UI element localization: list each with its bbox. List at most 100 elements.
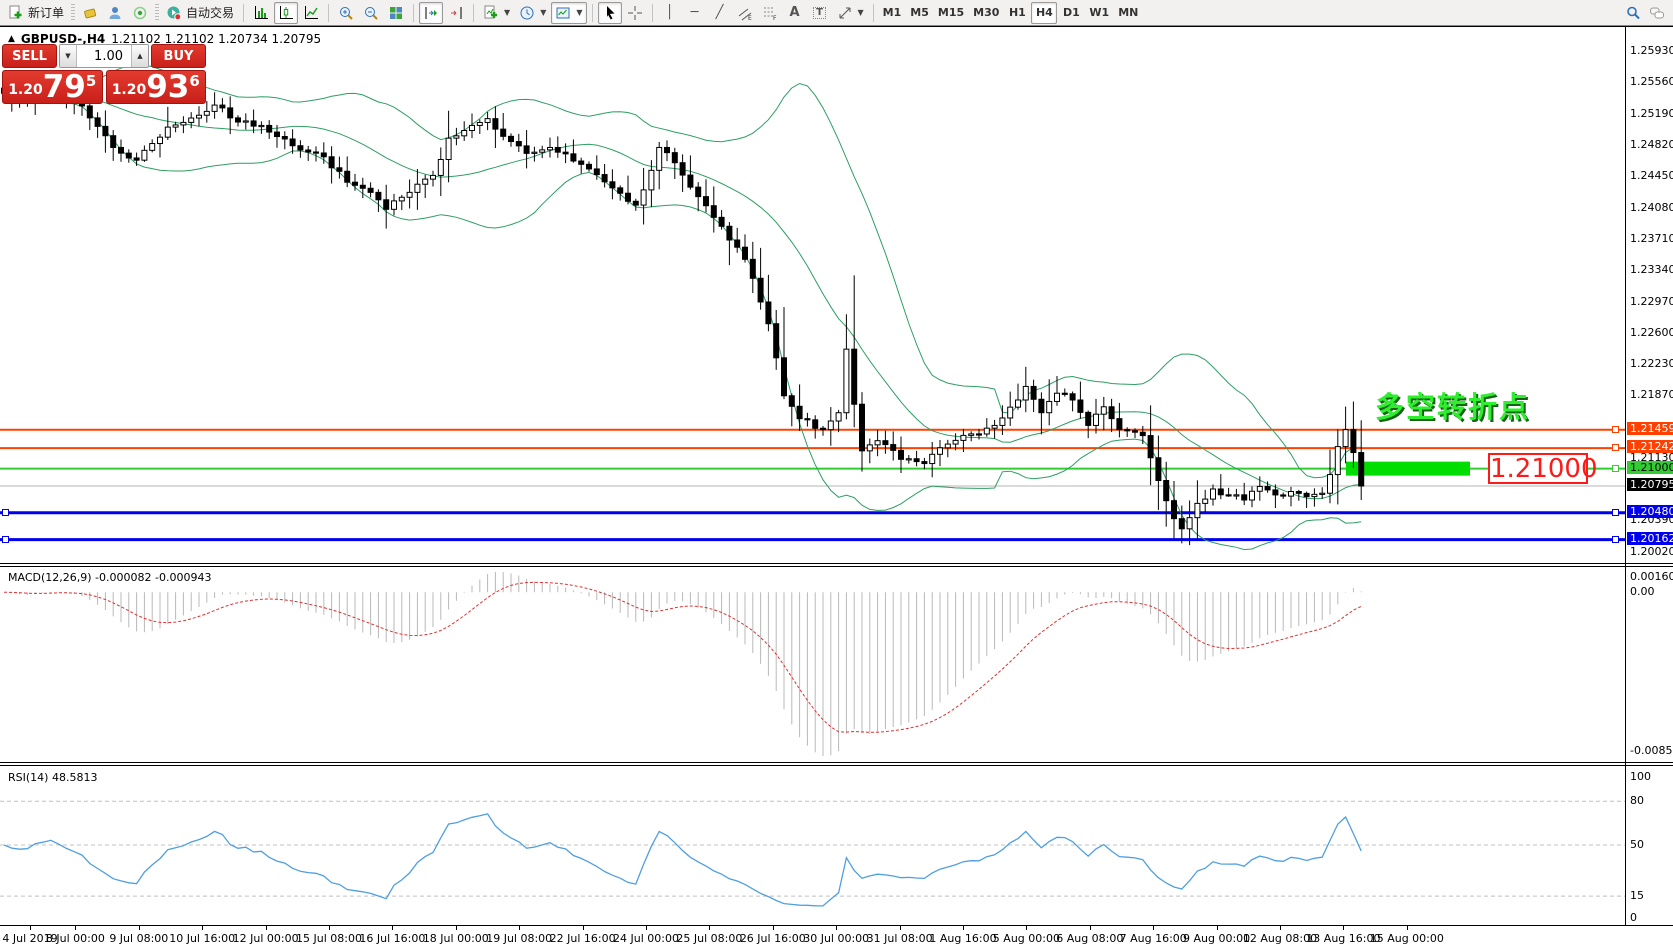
timeframe-button-H4[interactable]: H4 xyxy=(1031,1,1058,24)
bar-chart-icon xyxy=(255,5,269,19)
line-handle[interactable] xyxy=(1612,444,1619,452)
pane-separator[interactable] xyxy=(0,762,1673,763)
price-tick: 1.21870 xyxy=(1630,387,1673,401)
timeframe-bar: M1 M5 M15 M30 H1 H4 D1 W1 MN xyxy=(879,1,1143,24)
price-tick: 1.22970 xyxy=(1630,294,1673,308)
price-line-label: 1.20162 xyxy=(1627,531,1673,545)
new-order-button[interactable]: 新订单 xyxy=(4,2,68,24)
chart-autoscroll-button[interactable] xyxy=(419,1,444,24)
line-handle[interactable] xyxy=(2,508,9,516)
chart-ohlc: 1.21102 1.21102 1.20734 1.20795 xyxy=(111,32,322,46)
line-chart-button[interactable] xyxy=(299,2,323,24)
timeframe-button-W1[interactable]: W1 xyxy=(1089,6,1110,19)
templates-button[interactable]: ▼ xyxy=(551,1,587,24)
zoom-out-button[interactable] xyxy=(359,2,383,24)
price-callout-box[interactable]: 1.21000 xyxy=(1488,452,1598,484)
chart-title-row: ▲ GBPUSD-,H4 1.21102 1.21102 1.20734 1.2… xyxy=(8,32,321,46)
time-axis-tick xyxy=(1153,926,1155,930)
line-handle[interactable] xyxy=(1612,508,1619,516)
buy-button[interactable]: BUY xyxy=(151,44,206,68)
time-axis-label: 9 Aug 00:00 xyxy=(1183,932,1251,945)
candlestick-chart-button[interactable] xyxy=(274,1,299,24)
pane-separator[interactable] xyxy=(0,563,1673,564)
profile-button[interactable] xyxy=(78,2,102,24)
vertical-line-tool-button[interactable]: │ xyxy=(658,2,682,24)
fibonacci-icon: F xyxy=(763,7,777,21)
time-axis-label: 8 Jul 00:00 xyxy=(45,932,105,945)
volume-decrease-button[interactable]: ▼ xyxy=(60,45,77,67)
timeframe-button-H1[interactable]: H1 xyxy=(1008,6,1026,19)
sell-button[interactable]: SELL xyxy=(2,44,57,68)
bar-chart-button[interactable] xyxy=(249,2,273,24)
indicators-button[interactable]: ▼ xyxy=(479,2,514,24)
buy-price-panel[interactable]: 1.20 93 6 xyxy=(105,70,206,104)
turning-point-annotation[interactable]: 多空转折点 xyxy=(1375,389,1531,424)
search-button[interactable] xyxy=(1621,2,1645,24)
time-axis-label: 24 Jul 00:00 xyxy=(613,932,679,945)
time-axis-tick xyxy=(1089,926,1091,930)
chart-plot[interactable] xyxy=(0,26,1673,950)
contacts-button[interactable] xyxy=(103,2,127,24)
tile-windows-button[interactable] xyxy=(384,2,408,24)
price-scale[interactable]: 1.25930 1.25560 1.25190 1.24820 1.24450 1.240… xyxy=(1612,26,1673,950)
toolbar: 新订单 自动交易 xyxy=(0,0,1673,26)
timeframe-button-D1[interactable]: D1 xyxy=(1063,6,1080,19)
price-line-label: 1.20480 xyxy=(1627,504,1673,518)
svg-text:E: E xyxy=(748,15,752,21)
time-axis-tick xyxy=(202,926,204,930)
pane-separator[interactable] xyxy=(0,566,1673,567)
time-axis-tick xyxy=(138,926,140,930)
sell-price-prefix: 1.20 xyxy=(8,82,43,98)
cursor-icon xyxy=(606,5,614,19)
pane-separator[interactable] xyxy=(0,765,1673,766)
crosshair-tool-button[interactable] xyxy=(623,2,647,24)
channel-icon: E xyxy=(738,8,752,21)
timeframe-button-M1[interactable]: M1 xyxy=(882,6,902,19)
time-axis-tick xyxy=(772,926,774,930)
current-price-label: 1.20795 xyxy=(1627,478,1673,492)
time-axis-label: 18 Jul 00:00 xyxy=(422,932,489,945)
trendline-icon: ╱ xyxy=(715,5,724,20)
line-handle[interactable] xyxy=(2,535,9,543)
timeframe-button-M15[interactable]: M15 xyxy=(937,6,965,19)
line-handle[interactable] xyxy=(1612,425,1619,433)
sell-price-panel[interactable]: 1.20 79 5 xyxy=(2,70,103,104)
broadcast-button[interactable] xyxy=(128,2,152,24)
autotrading-button[interactable]: 自动交易 xyxy=(162,2,238,24)
time-axis-label: 7 Aug 16:00 xyxy=(1119,932,1187,945)
periods-button[interactable]: ▼ xyxy=(515,2,550,24)
time-axis-label: 12 Aug 08:00 xyxy=(1242,932,1318,945)
macd-label: MACD(12,26,9) -0.000082 -0.000943 xyxy=(8,571,212,584)
cursor-tool-button[interactable] xyxy=(597,1,622,24)
line-handle[interactable] xyxy=(1612,464,1619,472)
timeframe-button-M30[interactable]: M30 xyxy=(973,6,1000,19)
chart-autoscroll-icon xyxy=(425,6,438,19)
text-label-tool-button[interactable]: T xyxy=(808,2,832,24)
zoom-in-button[interactable] xyxy=(334,2,358,24)
trendline-tool-button[interactable]: ╱ xyxy=(708,2,732,24)
chat-button[interactable] xyxy=(1645,2,1669,24)
toolbar-grip xyxy=(155,3,160,22)
toolbar-separator xyxy=(651,3,653,22)
line-handle[interactable] xyxy=(1612,535,1619,543)
text-tool-button[interactable]: A xyxy=(783,2,807,24)
chart-window[interactable]: 1.25930 1.25560 1.25190 1.24820 1.24450 1.240… xyxy=(0,26,1673,950)
horizontal-line-tool-button[interactable]: ─ xyxy=(683,2,707,24)
volume-value[interactable]: 1.00 xyxy=(94,48,123,64)
price-line-label: 1.21459 xyxy=(1627,421,1673,435)
collapse-panel-icon[interactable]: ▲ xyxy=(8,34,15,44)
timeframe-button-M5[interactable]: M5 xyxy=(910,6,929,19)
price-tick: 1.25560 xyxy=(1630,75,1673,89)
volume-increase-button[interactable]: ▲ xyxy=(131,45,148,67)
time-axis-label: 19 Jul 08:00 xyxy=(486,932,553,945)
horizontal-line-icon: ─ xyxy=(690,5,699,20)
chart-shift-button[interactable] xyxy=(444,2,468,24)
time-axis-tick xyxy=(1280,926,1281,930)
timeframe-button-MN[interactable]: MN xyxy=(1118,6,1139,19)
svg-text:F: F xyxy=(773,15,777,21)
time-axis-label: 15 Aug 00:00 xyxy=(1369,932,1444,945)
arrows-tool-button[interactable]: ▼ xyxy=(833,2,868,24)
fibonacci-tool-button[interactable]: F xyxy=(758,2,782,24)
volume-control: ▼ 1.00 ▲ xyxy=(59,44,149,68)
channel-tool-button[interactable]: E xyxy=(733,2,757,24)
